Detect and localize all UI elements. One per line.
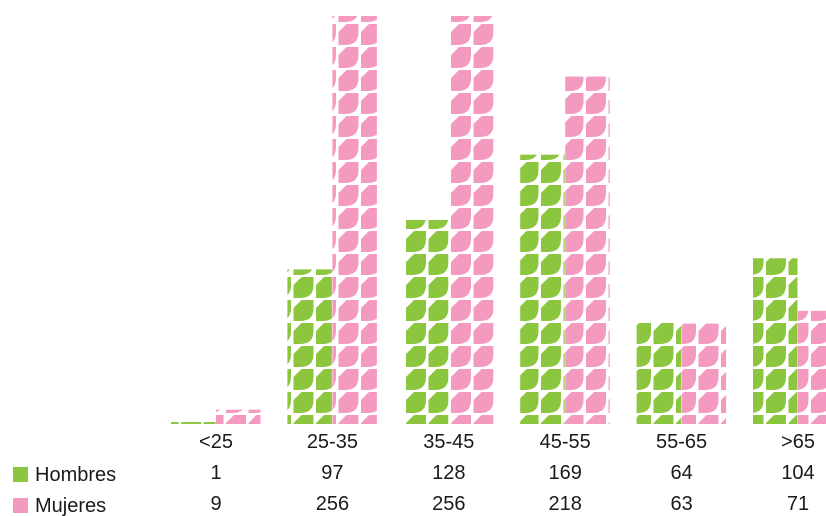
bar-hombres-0 — [171, 422, 216, 424]
category-label: >65 — [781, 431, 815, 453]
bar-hombres-2 — [403, 220, 449, 424]
value-table: 1 9 97 256 128 256 169 218 64 63 104 71 — [210, 462, 814, 515]
value-hombres: 104 — [781, 462, 814, 484]
value-mujeres: 9 — [210, 493, 221, 515]
bar-mujeres-0 — [216, 409, 261, 424]
legend-swatch-mujeres — [13, 498, 28, 513]
bar-hombres-5 — [753, 258, 798, 424]
bar-mujeres-2 — [448, 16, 494, 424]
bar-mujeres-4 — [681, 323, 727, 424]
legend-label-mujeres: Mujeres — [35, 495, 106, 516]
category-labels: <25 25-35 35-45 45-55 55-65 >65 — [199, 431, 815, 453]
legend: Hombres Mujeres — [13, 464, 116, 516]
category-label: 45-55 — [540, 431, 591, 453]
bars-group — [171, 16, 826, 424]
value-mujeres: 63 — [670, 493, 692, 515]
bar-mujeres-5 — [798, 310, 826, 424]
value-hombres: 97 — [321, 462, 343, 484]
bar-hombres-3 — [520, 154, 565, 424]
legend-label-hombres: Hombres — [35, 464, 116, 486]
bar-hombres-1 — [287, 269, 332, 424]
value-mujeres: 218 — [549, 493, 582, 515]
bar-mujeres-1 — [332, 16, 377, 424]
value-mujeres: 256 — [316, 493, 349, 515]
value-mujeres: 256 — [432, 493, 465, 515]
legend-swatch-hombres — [13, 467, 28, 482]
bar-mujeres-3 — [565, 76, 610, 424]
category-label: 55-65 — [656, 431, 707, 453]
category-label: <25 — [199, 431, 233, 453]
value-hombres: 64 — [670, 462, 692, 484]
value-hombres: 128 — [432, 462, 465, 484]
category-label: 35-45 — [423, 431, 474, 453]
value-hombres: 169 — [549, 462, 582, 484]
category-label: 25-35 — [307, 431, 358, 453]
value-hombres: 1 — [210, 462, 221, 484]
bar-hombres-4 — [636, 322, 682, 424]
value-mujeres: 71 — [787, 493, 809, 515]
